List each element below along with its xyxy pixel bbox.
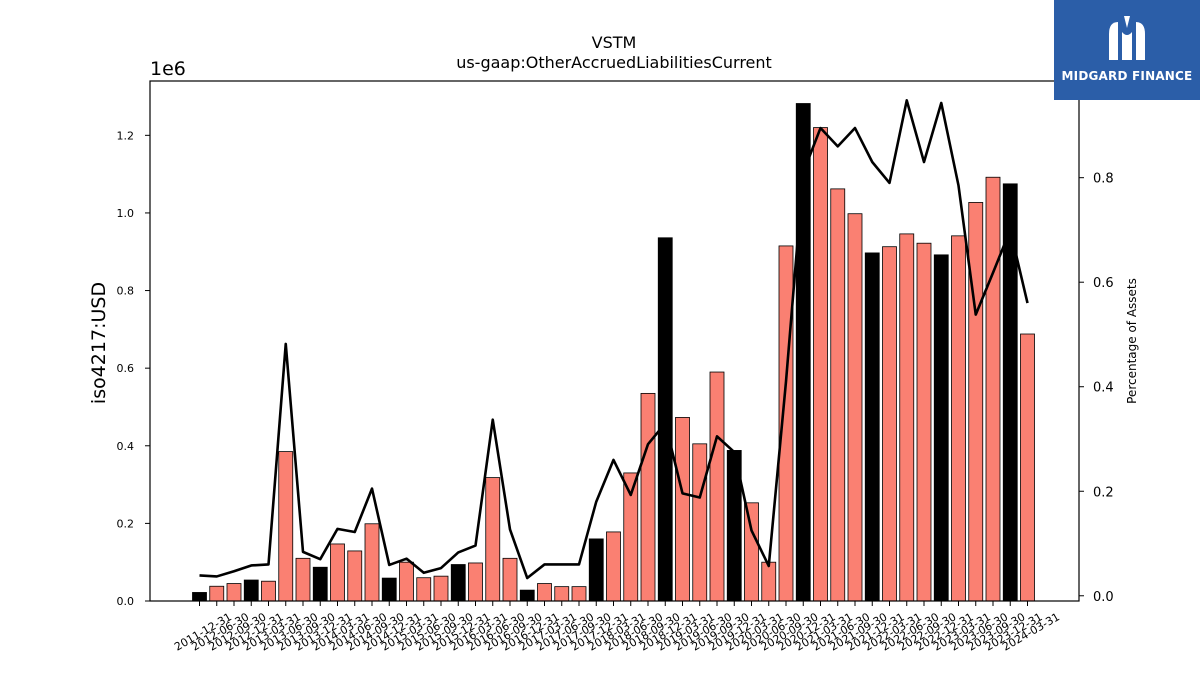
chart-title: VSTM [592, 33, 637, 52]
bar-2018-03-31 [606, 531, 621, 602]
bar-2022-03-31 [882, 246, 897, 602]
y-tick-label: 0.4 [117, 440, 135, 453]
y-tick-label: 1.2 [117, 129, 135, 142]
y-tick-label: 0.2 [117, 517, 135, 530]
bar-2015-03-31 [399, 561, 414, 602]
bar-2022-12-31 [933, 254, 949, 602]
bar-2022-06-30 [899, 233, 915, 602]
y2-tick-label: 0.8 [1093, 172, 1114, 187]
bar-2018-12-31 [657, 237, 673, 602]
bar-2017-09-30 [571, 586, 587, 602]
bar-2012-06-30 [209, 585, 225, 602]
bar-2011-12-31 [192, 592, 207, 602]
bar-2012-09-30 [226, 583, 242, 602]
bar-2017-06-30 [554, 586, 570, 602]
bar-2016-06-30 [485, 477, 501, 602]
y2-tick-label: 0.2 [1093, 485, 1114, 500]
bar-2016-09-30 [502, 557, 518, 602]
bar-2024-03-31 [1020, 333, 1035, 602]
chart-subtitle: us-gaap:OtherAccruedLiabilitiesCurrent [456, 53, 772, 72]
bar-2018-09-30 [640, 392, 656, 602]
bar-2021-06-30 [830, 188, 846, 602]
bar-2013-12-31 [312, 566, 328, 602]
y2-tick-label: 0.4 [1093, 381, 1114, 396]
bar-2013-06-30 [278, 451, 294, 602]
brand-logo: MIDGARD FINANCE [1054, 0, 1200, 100]
bar-2014-12-31 [381, 577, 397, 602]
y-scale-label: 1e6 [150, 58, 186, 80]
bar-2015-06-30 [416, 577, 432, 602]
y-tick-label: 0.0 [117, 595, 135, 608]
bar-2014-03-31 [330, 543, 345, 602]
y-tick-label: 1.0 [117, 207, 135, 220]
bar-2013-03-31 [261, 580, 276, 602]
bar-2023-06-30 [968, 202, 984, 602]
y-axis: 0.0 0.2 0.4 0.6 0.8 1.0 1.2 [117, 129, 150, 608]
bar-2023-09-30 [985, 176, 1001, 602]
bar-2016-03-31 [468, 562, 483, 602]
bar-2015-09-30 [433, 575, 449, 602]
midgard-logo-icon [1109, 16, 1145, 60]
y2-axis: 0.0 0.2 0.4 0.6 0.8 [1079, 172, 1114, 605]
bar-2012-12-31 [243, 579, 259, 602]
bar-2020-06-30 [761, 561, 777, 602]
bar-2019-03-31 [675, 417, 690, 602]
plot-frame [149, 80, 1080, 602]
bar-2015-12-31 [450, 564, 466, 602]
bar-2021-12-31 [864, 252, 880, 602]
y2-axis-label: Percentage of Assets [1125, 278, 1139, 404]
y-tick-label: 0.8 [117, 285, 135, 298]
line-series [199, 99, 1029, 580]
bar-2016-12-31 [519, 589, 535, 602]
bar-2017-03-31 [537, 583, 552, 602]
bar-2022-09-30 [916, 242, 932, 602]
bar-2019-06-30 [692, 443, 708, 602]
y-axis-label: iso4217:USD [88, 282, 110, 404]
line-percentage-of-assets [199, 99, 1029, 580]
logo-text: MIDGARD FINANCE [1061, 69, 1193, 83]
bar-2014-09-30 [364, 523, 380, 602]
bar-2019-09-30 [709, 371, 725, 602]
bar-2021-09-30 [847, 213, 863, 602]
bar-2021-03-31 [813, 127, 828, 602]
bar-2014-06-30 [347, 550, 363, 602]
bar-2020-03-31 [744, 502, 759, 602]
y-tick-label: 0.6 [117, 362, 135, 375]
x-axis: 2011-12-312012-06-302012-09-302012-12-31… [172, 601, 1062, 654]
bar-2023-03-31 [951, 235, 966, 602]
bar-series [192, 103, 1035, 602]
bar-2017-12-31 [588, 538, 604, 602]
y2-tick-label: 0.6 [1093, 276, 1114, 291]
bar-2013-09-30 [295, 557, 311, 602]
y2-tick-label: 0.0 [1093, 590, 1114, 605]
